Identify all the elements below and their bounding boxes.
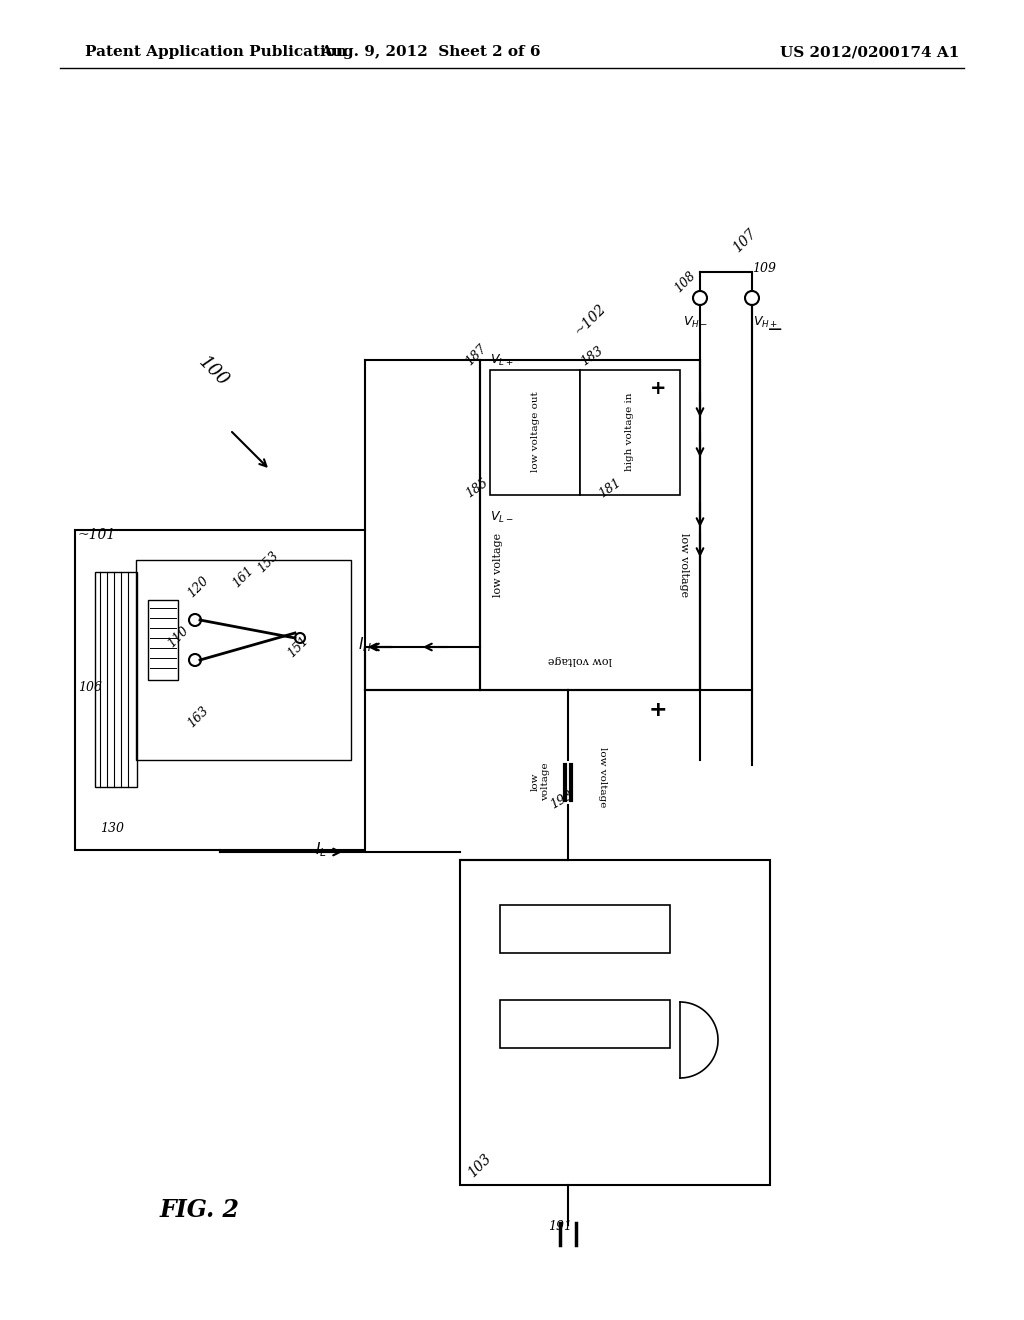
Text: 185: 185: [463, 475, 490, 500]
Bar: [75, 531, 365, 850]
Text: $V_{L+}$: $V_{L+}$: [490, 352, 513, 368]
Text: 130: 130: [100, 822, 124, 836]
Text: 181: 181: [596, 475, 624, 500]
Text: 187: 187: [463, 342, 489, 368]
Text: 108: 108: [672, 269, 698, 294]
Text: $V_{L-}$: $V_{L-}$: [490, 510, 513, 525]
Text: low voltage: low voltage: [493, 533, 503, 597]
Bar: [136, 560, 351, 760]
Bar: [460, 861, 770, 1185]
Text: 161: 161: [230, 564, 256, 590]
Text: ~101: ~101: [78, 528, 117, 543]
Text: +: +: [648, 700, 668, 719]
Text: +: +: [650, 379, 667, 397]
Text: 153: 153: [255, 549, 282, 576]
Text: 191: 191: [548, 1220, 572, 1233]
Bar: [580, 370, 680, 495]
Text: Patent Application Publication: Patent Application Publication: [85, 45, 347, 59]
Text: $I_L$: $I_L$: [315, 841, 327, 859]
Bar: [480, 360, 700, 690]
Text: US 2012/0200174 A1: US 2012/0200174 A1: [780, 45, 959, 59]
Bar: [148, 601, 178, 680]
Bar: [95, 572, 137, 787]
Text: 109: 109: [752, 261, 776, 275]
Text: low voltage: low voltage: [679, 533, 689, 597]
Text: 106: 106: [78, 681, 102, 694]
Text: Aug. 9, 2012  Sheet 2 of 6: Aug. 9, 2012 Sheet 2 of 6: [319, 45, 541, 59]
Text: 120: 120: [185, 574, 211, 601]
Text: 100: 100: [195, 352, 232, 389]
Text: 151: 151: [285, 634, 311, 660]
Text: 183: 183: [578, 343, 605, 368]
Text: −: −: [767, 321, 783, 339]
Text: 193: 193: [548, 789, 575, 812]
Bar: [490, 370, 580, 495]
Text: 107: 107: [730, 226, 759, 255]
Text: low voltage: low voltage: [598, 747, 607, 808]
Text: FIG. 2: FIG. 2: [160, 1199, 240, 1222]
Text: 103: 103: [465, 1151, 494, 1180]
Text: low voltage out: low voltage out: [530, 392, 540, 473]
Text: 110: 110: [165, 624, 191, 649]
Bar: [500, 906, 670, 953]
Text: ~102: ~102: [572, 301, 609, 338]
Bar: [500, 1001, 670, 1048]
Text: high voltage in: high voltage in: [626, 393, 635, 471]
Text: $V_{H-}$: $V_{H-}$: [683, 315, 709, 330]
Text: 163: 163: [185, 704, 211, 730]
Text: low voltage: low voltage: [548, 655, 612, 665]
Text: $I_H$: $I_H$: [358, 636, 372, 655]
Text: low
voltage: low voltage: [530, 763, 550, 801]
Text: $V_{H+}$: $V_{H+}$: [753, 315, 778, 330]
